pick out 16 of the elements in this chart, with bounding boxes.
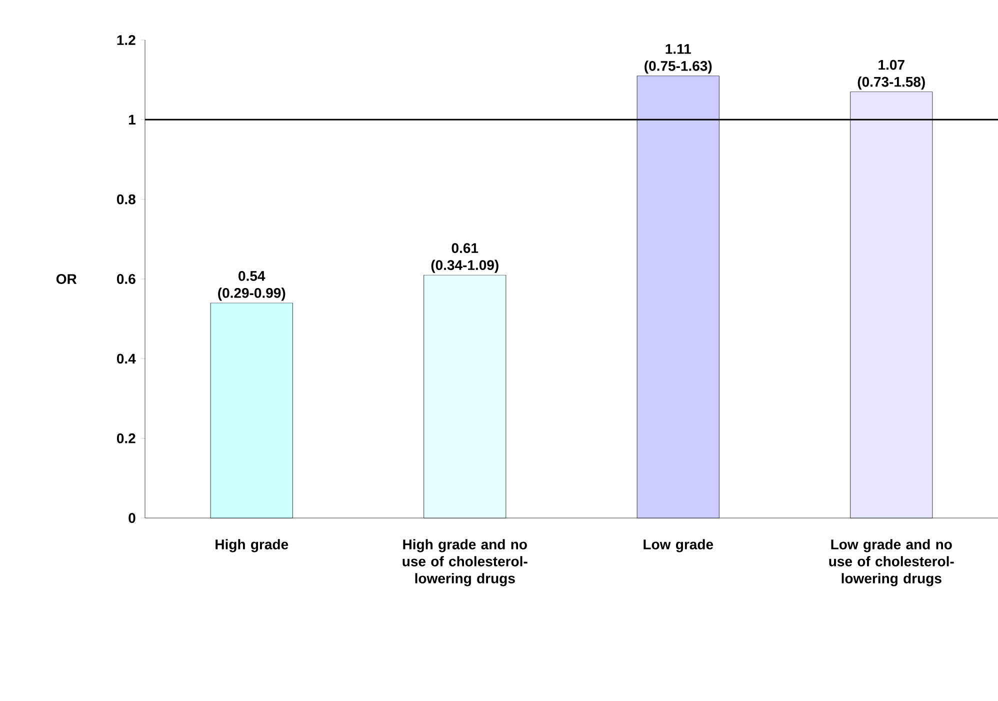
x-tick-label: Low grade and no use of cholesterol-lowering drugs [829,539,954,586]
data-label: 0.61 (0.34-1.09) [431,243,498,273]
y-tick-label: 0.2 [116,433,136,444]
y-tick-label: 1 [128,114,136,124]
data-label: 1.07 (0.73-1.58) [858,60,925,90]
x-tick-label: Low grade [644,539,714,552]
y-axis-title: OR [56,274,77,284]
x-tick-label: High grade [216,539,288,552]
x-tick-label: High grade and no use of cholesterol-lowering drugs [402,539,528,586]
y-tick-label: 1.2 [117,35,136,45]
y-tick-label: 0.4 [116,354,136,364]
y-tick-label: 0 [128,513,136,523]
data-label: 1.11 (0.75-1.63) [644,44,712,74]
y-tick-label: 0.8 [116,194,136,204]
data-label: 0.54 (0.29-0.99) [218,271,286,301]
y-tick-label: 0.6 [116,274,136,284]
